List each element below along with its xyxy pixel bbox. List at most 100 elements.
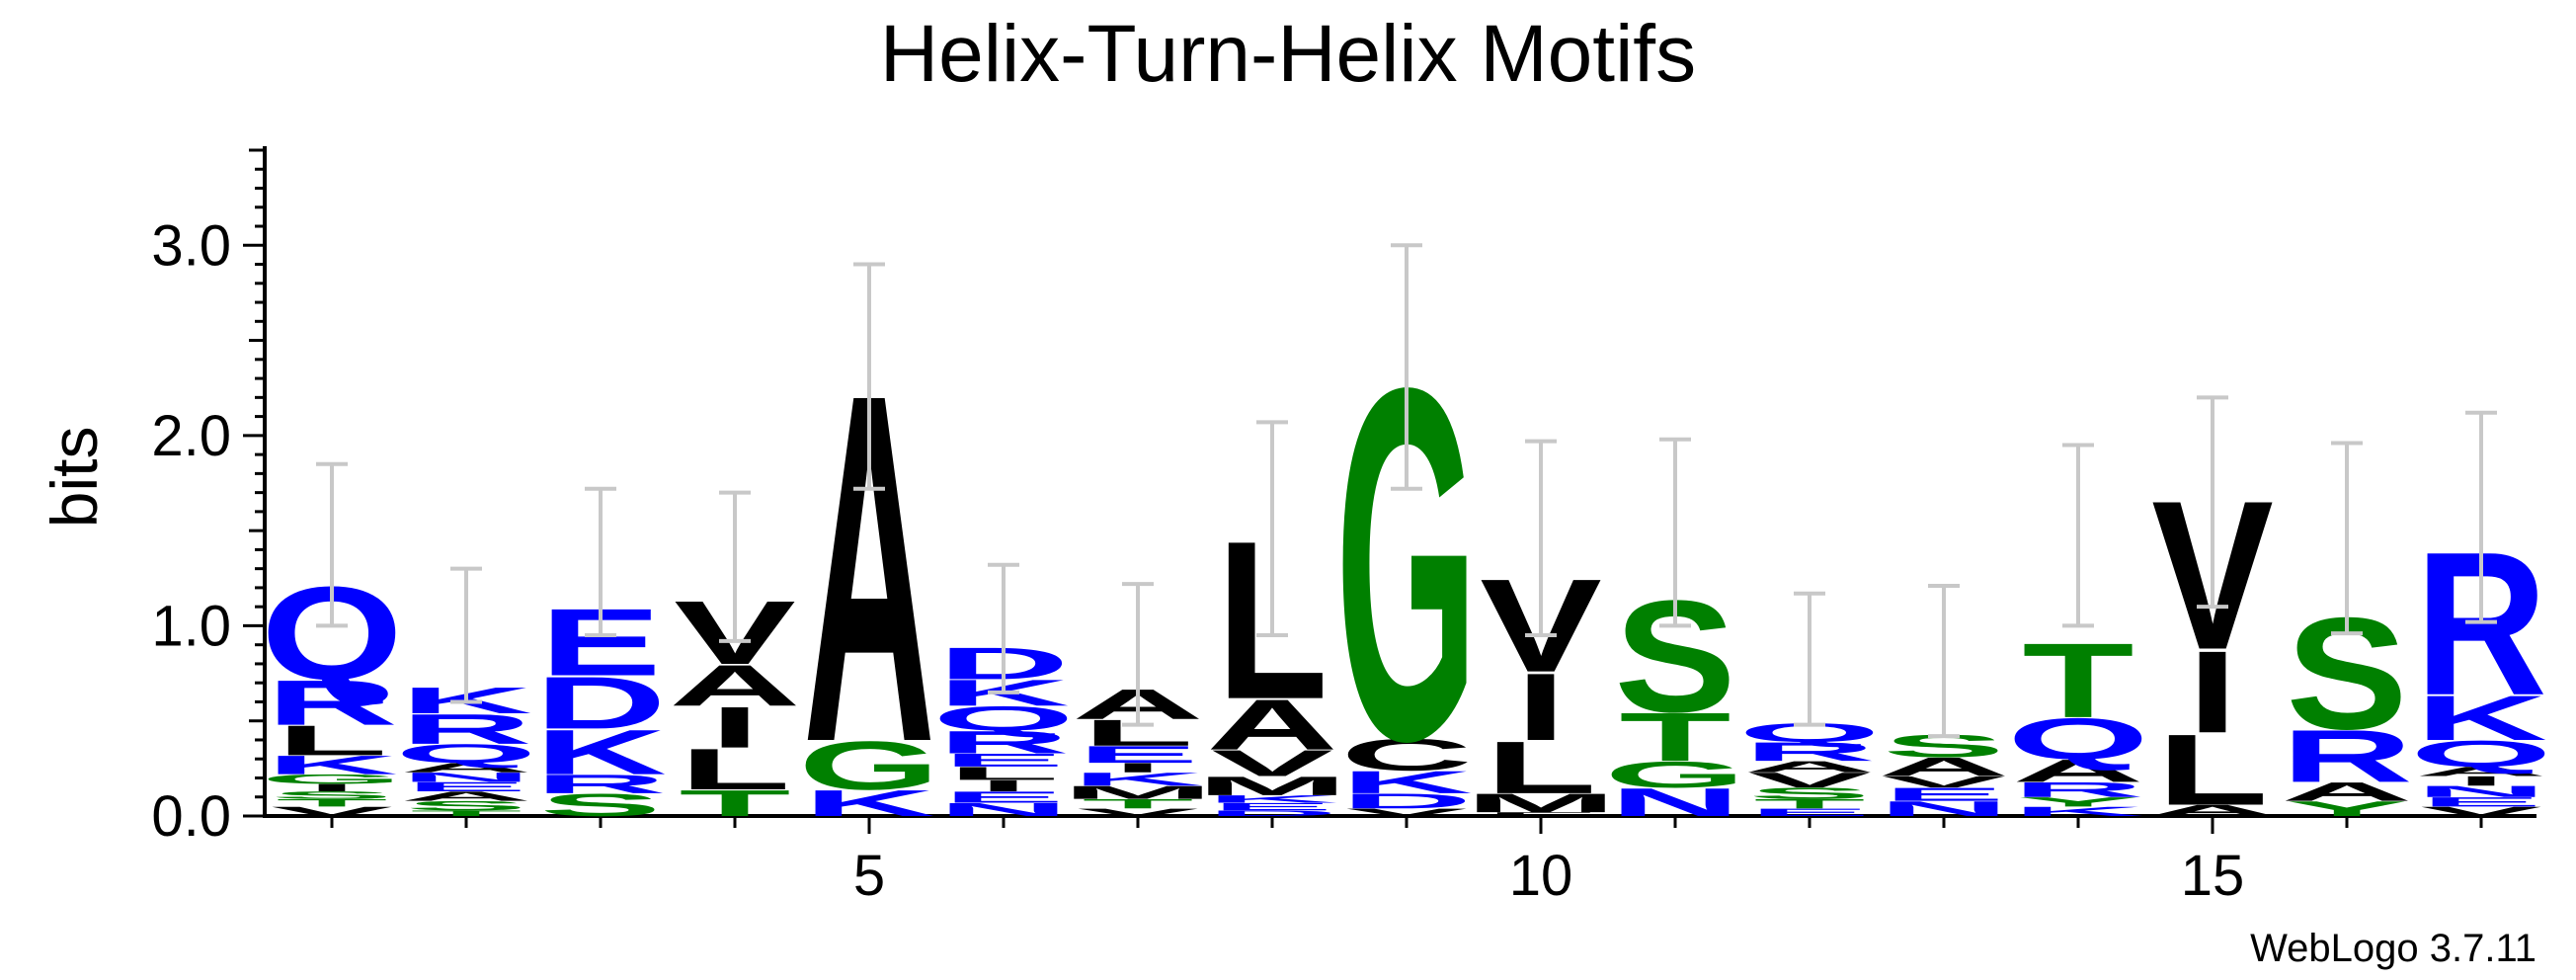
logo-letter: I — [709, 695, 760, 761]
logo-letter: I — [978, 776, 1028, 794]
logo-letter: R — [266, 668, 398, 739]
logo-letter: A — [2012, 753, 2144, 788]
logo-letter: E — [1211, 800, 1332, 812]
logo-letter: N — [937, 799, 1070, 820]
logo-letter: S — [271, 789, 392, 801]
logo-letter: K — [1340, 765, 1473, 800]
x-tick-label: 5 — [853, 844, 885, 908]
logo-letter: K — [2012, 804, 2144, 819]
error-bar — [2197, 395, 2228, 610]
logo-letter: E — [2420, 794, 2541, 809]
logo-letter: R — [534, 770, 667, 799]
logo-letter: E — [1077, 741, 1198, 768]
logo-letter: A — [1878, 752, 2010, 781]
y-axis-label: bits — [38, 426, 111, 528]
logo-letter: D — [1340, 789, 1473, 813]
error-bar — [2331, 441, 2363, 636]
logo-letter: L — [947, 763, 1059, 783]
error-bar — [2062, 443, 2094, 628]
logo-letter: N — [2415, 782, 2547, 800]
logo-letter: A — [2415, 764, 2547, 778]
logo-letter: A — [669, 653, 801, 718]
error-bar — [316, 461, 348, 628]
logo-letter: M — [1465, 788, 1617, 818]
logo-letter: T — [276, 797, 387, 809]
logo-letter: N — [400, 770, 532, 784]
error-bar — [1122, 582, 1154, 727]
logo-letter: V — [1748, 769, 1870, 792]
logo-letter: I — [306, 781, 357, 793]
error-bar — [1391, 243, 1422, 491]
error-bar — [1256, 420, 1288, 638]
logo-letter: M — [1062, 782, 1214, 803]
error-bar — [1659, 437, 1691, 628]
logo-letter: R — [400, 705, 532, 753]
logo-letter: N — [1609, 780, 1741, 825]
y-tick-label: 1.0 — [151, 594, 231, 658]
logo-letter: R — [937, 725, 1070, 761]
logo-letter: C — [1340, 729, 1473, 779]
error-bar — [1525, 439, 1557, 638]
logo-letter: E — [942, 788, 1064, 806]
logo-letter: Y — [2286, 797, 2407, 821]
logo-letter: G — [1604, 754, 1746, 795]
logo-letter: K — [534, 717, 667, 788]
weblogo-credit: WebLogo 3.7.11 — [2250, 927, 2536, 970]
error-bar — [1794, 591, 1825, 727]
logo-letter: K — [1072, 769, 1204, 789]
logo-letter: V — [1211, 743, 1332, 784]
logo-letter: V — [1883, 773, 2004, 790]
logo-letter: D — [1206, 809, 1338, 818]
logo-letter: Q — [395, 739, 537, 769]
logo-letter: A — [2146, 801, 2279, 819]
logo-letter: T — [1082, 796, 1193, 811]
logo-letter: Q — [932, 699, 1075, 738]
logo-letter: V — [2420, 804, 2541, 819]
logo-letter: E — [405, 779, 526, 794]
y-tick-label: 2.0 — [151, 404, 231, 468]
error-bar — [719, 490, 751, 643]
logo-letter: L — [1485, 726, 1596, 809]
logo-letter: I — [2187, 626, 2237, 758]
x-tick-label: 15 — [2181, 844, 2245, 908]
logo-column-6: NEILERQKD — [932, 638, 1075, 820]
logo-letter: R — [1743, 737, 1876, 767]
error-bar — [988, 562, 1019, 694]
logo-letter: N — [1878, 797, 2010, 821]
error-bar — [2465, 410, 2497, 624]
logo-letter: L — [679, 737, 790, 802]
logo-letter: T — [1619, 698, 1731, 776]
logo-letter: I — [1112, 761, 1163, 776]
logo-letter: T — [410, 809, 522, 818]
logo-letter: V — [1345, 806, 1467, 818]
logo-letter: Q — [2007, 706, 2149, 772]
logo-letter: K — [1206, 793, 1338, 805]
logo-letter: L — [276, 717, 387, 765]
logo-letter: E — [1883, 784, 2004, 805]
error-bar — [450, 566, 482, 704]
error-bar — [853, 262, 885, 491]
logo-letter: E — [942, 750, 1064, 771]
logo-letter: T — [2022, 621, 2133, 740]
logo-letter: M — [1196, 772, 1348, 801]
logo-letter: R — [2012, 777, 2144, 801]
logo-letter: I — [1515, 654, 1566, 761]
logo-letter: G — [798, 727, 940, 804]
logo-letter: I — [2455, 774, 2506, 788]
logo-letter: A — [400, 788, 532, 803]
logo-letter: S — [1748, 784, 1870, 802]
logo-letter: V — [1077, 806, 1198, 818]
logo-letter: Y — [2017, 794, 2138, 809]
logo-letter: T — [679, 782, 790, 824]
y-tick-label: 3.0 — [151, 213, 231, 278]
logo-letter: K — [803, 782, 935, 824]
logo-letter: K — [266, 750, 398, 779]
